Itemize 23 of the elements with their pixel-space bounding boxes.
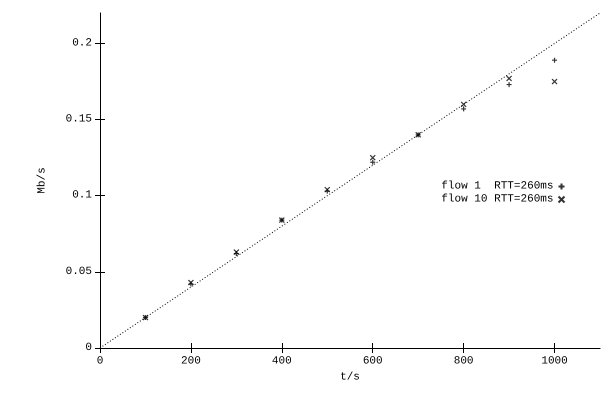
legend-label: flow 1 RTT=260ms [441, 180, 554, 192]
point [551, 78, 558, 85]
point [551, 57, 558, 64]
point [370, 154, 376, 161]
y-axis-title: Mb/s [36, 167, 48, 194]
x-tick-label: 800 [454, 356, 474, 368]
y-tick-label: 0.05 [66, 266, 92, 278]
x-tick-label: 0 [96, 356, 104, 368]
y-tick-label: 0.2 [72, 37, 92, 50]
x-tick-label: 600 [362, 356, 383, 368]
x-tick-label: 1000 [541, 356, 568, 368]
legend-label: flow 10 RTT=260ms [441, 194, 554, 206]
y-tick-label: 0 [85, 342, 92, 354]
x-axis-title: t/s [340, 371, 360, 384]
point [460, 106, 467, 112]
x-tick-label: 400 [272, 356, 292, 368]
point [460, 101, 467, 108]
y-tick-label: 0.1 [72, 190, 92, 202]
y-tick-label: 0.15 [66, 114, 92, 126]
point [370, 159, 376, 166]
x-tick-label: 200 [181, 356, 201, 368]
point [506, 81, 512, 88]
point [506, 75, 512, 82]
